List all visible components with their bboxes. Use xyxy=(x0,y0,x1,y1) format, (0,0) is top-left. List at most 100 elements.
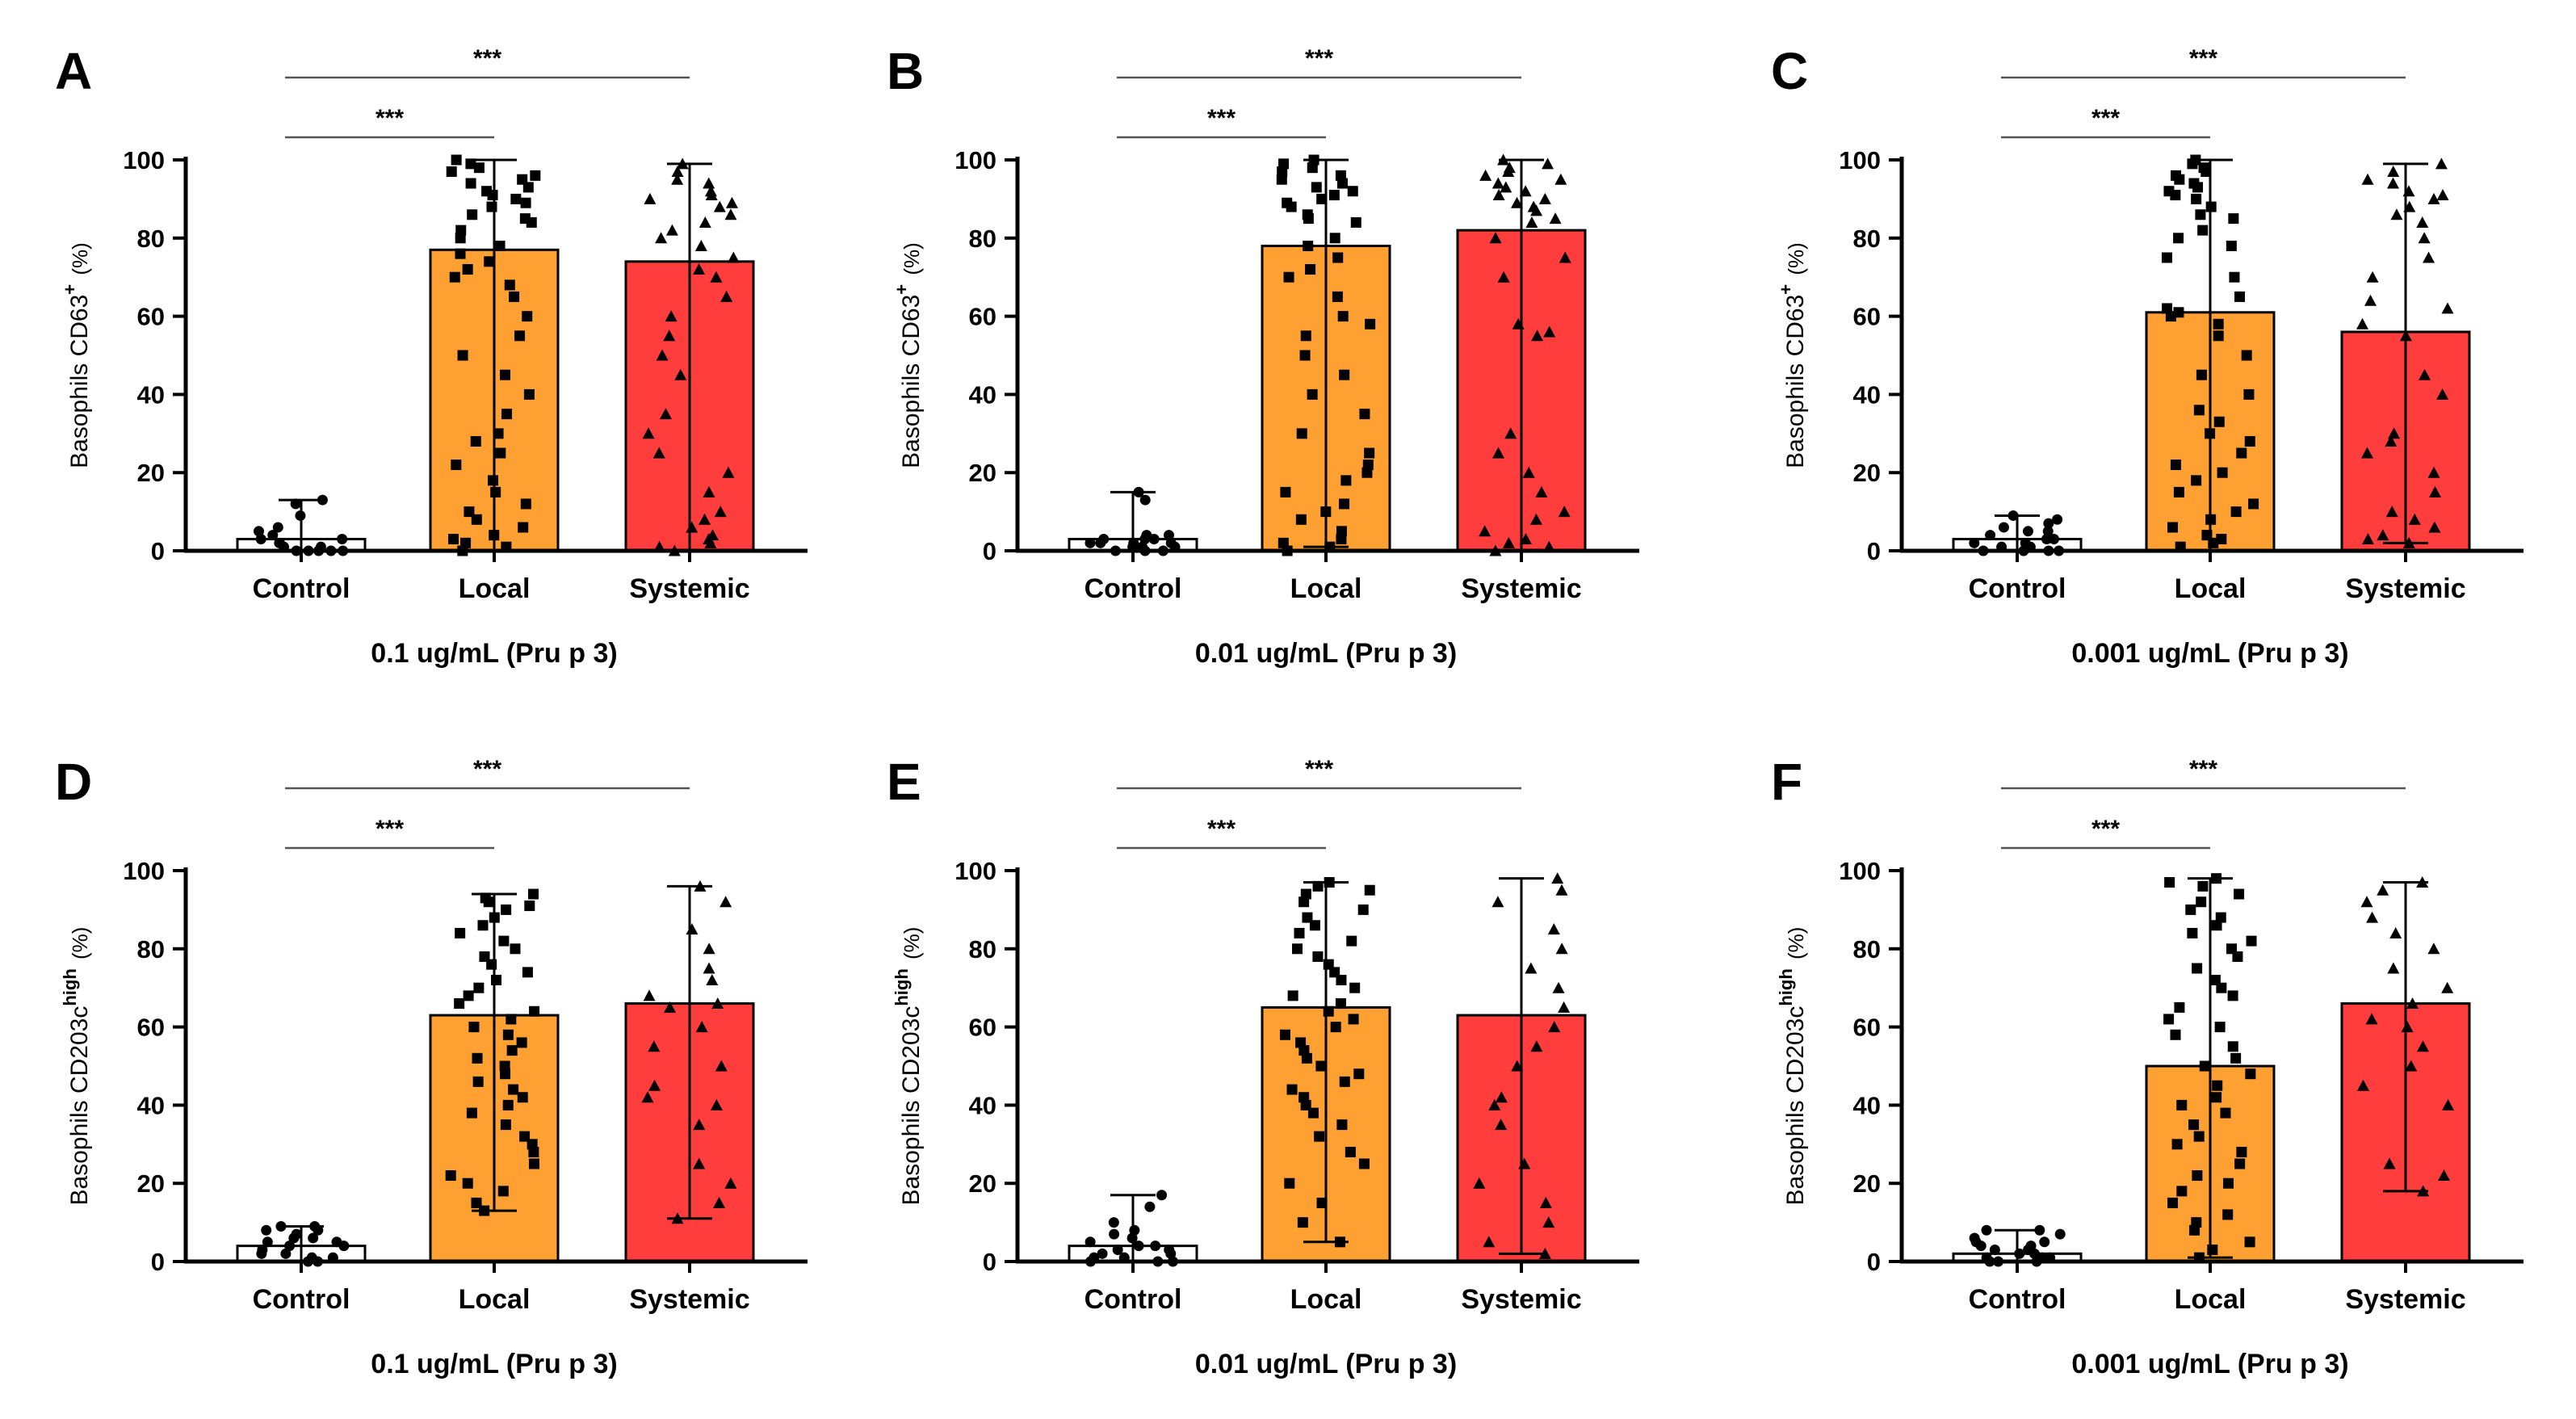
data-point-control xyxy=(1156,1190,1168,1201)
y-axis-title-unit: (%) xyxy=(68,927,92,966)
data-point-systemic xyxy=(686,923,699,935)
data-point-systemic xyxy=(1519,532,1532,544)
data-point-systemic xyxy=(1502,536,1515,548)
data-point-local xyxy=(2228,213,2239,225)
data-point-local xyxy=(2234,1158,2246,1169)
x-tick-label-systemic: Systemic xyxy=(2345,1284,2465,1315)
data-point-local xyxy=(2192,963,2203,974)
data-point-systemic xyxy=(1558,506,1571,518)
y-tick-label: 60 xyxy=(137,1014,165,1042)
data-point-systemic xyxy=(1538,192,1551,204)
data-point-local xyxy=(1316,193,1328,204)
data-point-systemic xyxy=(2438,1169,2451,1182)
data-point-systemic xyxy=(1511,1060,1524,1072)
data-point-control xyxy=(1998,522,2009,533)
data-point-local xyxy=(527,888,539,900)
data-point-control xyxy=(313,1224,324,1236)
data-point-local xyxy=(526,216,537,228)
x-axis-title: 0.01 ug/mL (Pru p 3) xyxy=(1195,1349,1457,1379)
data-point-local xyxy=(1323,1005,1334,1017)
y-axis-title-superscript: + xyxy=(1776,284,1796,295)
data-point-local xyxy=(2208,537,2219,548)
data-point-systemic xyxy=(2403,200,2416,212)
data-point-local xyxy=(463,990,474,1001)
data-point-local xyxy=(2171,1139,2183,1150)
data-point-local xyxy=(455,927,466,938)
y-axis-title: Basophils CD203chigh (%) xyxy=(60,927,93,1206)
data-point-systemic xyxy=(2387,166,2400,178)
data-point-local xyxy=(504,279,515,291)
y-axis-title-main: Basophils CD203c xyxy=(66,1006,93,1206)
data-point-control xyxy=(1108,1217,1119,1228)
data-point-systemic xyxy=(1551,872,1564,884)
data-point-local xyxy=(1301,1052,1312,1064)
data-point-systemic xyxy=(714,506,727,518)
panel-letter: B xyxy=(887,42,924,100)
y-tick-label: 80 xyxy=(1853,935,1881,963)
data-point-local xyxy=(502,1099,514,1110)
data-point-local xyxy=(500,1119,511,1131)
data-point-local xyxy=(486,959,497,970)
data-point-systemic xyxy=(703,177,715,189)
data-point-systemic xyxy=(2385,435,2398,447)
data-point-local xyxy=(2232,951,2243,962)
y-axis-title-unit: (%) xyxy=(900,927,924,966)
data-point-local xyxy=(500,1068,511,1080)
data-point-systemic xyxy=(715,1060,728,1072)
data-point-systemic xyxy=(699,216,711,228)
data-point-systemic xyxy=(641,1091,654,1103)
data-point-control xyxy=(2008,510,2019,521)
data-point-systemic xyxy=(1502,166,1515,178)
data-point-local xyxy=(1287,990,1298,1001)
data-point-systemic xyxy=(693,1119,706,1131)
x-axis-title: 0.001 ug/mL (Pru p 3) xyxy=(2071,638,2348,669)
data-point-local xyxy=(2205,514,2217,525)
data-point-local xyxy=(2193,1131,2205,1142)
panel-letter: A xyxy=(55,42,92,100)
x-tick-label-local: Local xyxy=(1290,1284,1362,1315)
data-point-control xyxy=(1139,494,1151,506)
data-point-control xyxy=(1148,533,1160,544)
data-point-systemic xyxy=(1535,485,1548,497)
data-point-local xyxy=(472,1052,483,1064)
data-point-systemic xyxy=(665,224,678,236)
panel-d: D Basophils CD203chigh (%) Control Local Sys… xyxy=(55,753,808,1379)
data-point-local xyxy=(2170,460,2181,471)
data-point-local xyxy=(1276,174,1287,185)
data-point-local xyxy=(2214,1022,2226,1033)
data-point-local xyxy=(1286,1084,1298,1095)
data-point-control xyxy=(288,1232,300,1244)
data-point-control xyxy=(1150,1241,1161,1252)
data-point-local xyxy=(2189,1224,2201,1236)
data-point-systemic xyxy=(2361,173,2374,185)
data-point-local xyxy=(498,935,510,947)
data-point-control xyxy=(1144,1201,1156,1212)
data-point-systemic xyxy=(671,166,684,178)
data-point-systemic xyxy=(710,271,723,283)
data-point-local xyxy=(451,460,462,471)
data-point-systemic xyxy=(1543,325,1556,338)
data-point-control xyxy=(1126,1232,1138,1244)
y-tick-label: 0 xyxy=(1867,1248,1881,1276)
panel-letter: C xyxy=(1771,42,1808,100)
y-tick-label: 20 xyxy=(969,1169,996,1198)
data-point-control xyxy=(2034,1224,2045,1236)
data-point-local xyxy=(483,896,494,908)
data-point-control xyxy=(1097,1248,1108,1259)
y-tick-label: 100 xyxy=(123,146,165,174)
y-tick-label: 40 xyxy=(137,380,165,409)
data-point-local xyxy=(488,475,499,486)
y-axis-title-superscript: high xyxy=(1776,968,1796,1005)
data-point-local xyxy=(445,1170,456,1182)
data-point-systemic xyxy=(693,1157,706,1169)
data-point-systemic xyxy=(2406,997,2419,1010)
panel-letter: E xyxy=(887,753,921,811)
x-tick-label-control: Control xyxy=(253,1284,350,1315)
data-point-control xyxy=(2043,518,2054,529)
data-point-systemic xyxy=(1495,1119,1508,1131)
y-axis-title-main: Basophils CD203c xyxy=(1782,1006,1809,1206)
data-point-systemic xyxy=(727,251,740,263)
data-point-systemic xyxy=(2402,185,2415,197)
x-tick-label-systemic: Systemic xyxy=(1461,573,1581,604)
